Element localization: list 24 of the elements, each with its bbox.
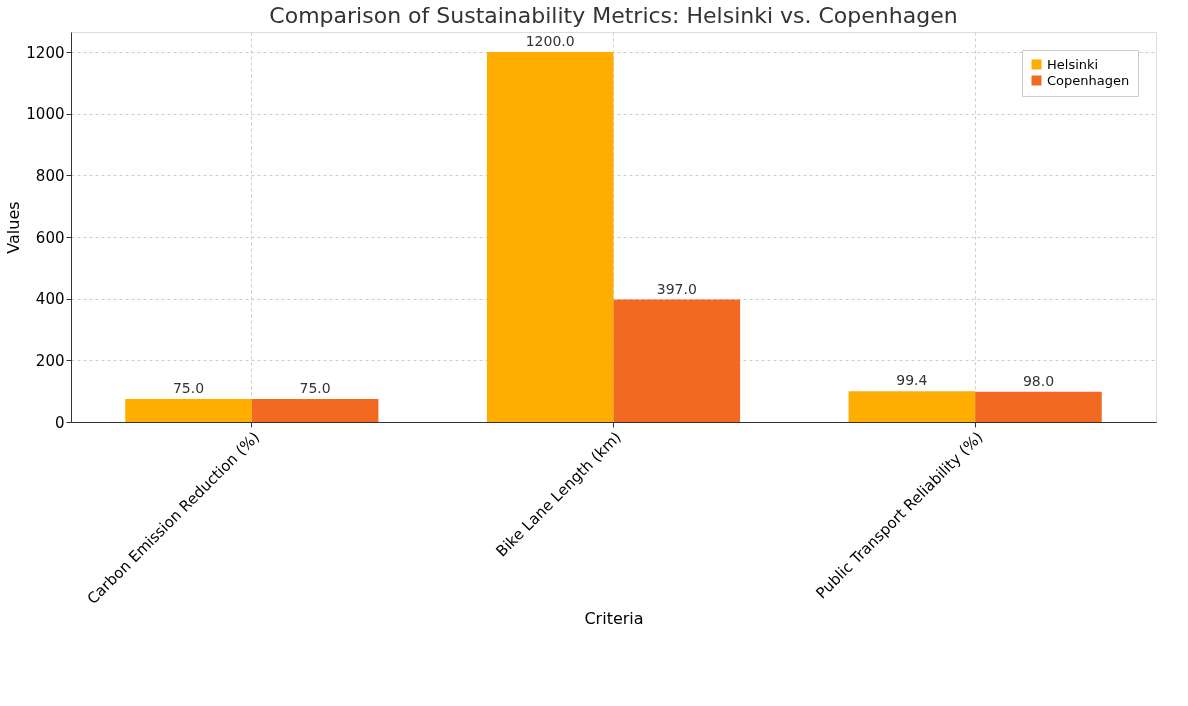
data-label: 98.0 bbox=[1022, 372, 1055, 389]
data-label: 99.4 bbox=[896, 372, 928, 389]
legend-label: Helsinki bbox=[1047, 56, 1099, 72]
bar bbox=[486, 52, 614, 422]
bar bbox=[848, 391, 976, 422]
data-label: 1200.0 bbox=[525, 33, 575, 50]
x-axis-title: Criteria bbox=[584, 609, 644, 628]
y-tick-label: 800 bbox=[35, 166, 65, 185]
y-tick-label: 600 bbox=[35, 228, 65, 247]
bar bbox=[125, 398, 252, 422]
data-label: 75.0 bbox=[299, 379, 331, 396]
chart-title: Comparison of Sustainability Metrics: Helsinki vs. Copenhagen bbox=[269, 3, 958, 28]
data-label: 75.0 bbox=[172, 379, 205, 396]
y-tick-label: 0 bbox=[54, 413, 65, 432]
y-tick-label: 1000 bbox=[26, 105, 65, 124]
y-tick-label: 400 bbox=[35, 290, 65, 309]
data-label: 397.0 bbox=[656, 280, 697, 297]
bar bbox=[975, 391, 1102, 422]
y-tick-label: 1200 bbox=[26, 43, 65, 62]
y-axis-title: Values bbox=[4, 201, 24, 254]
legend-label: Copenhagen bbox=[1047, 72, 1130, 88]
y-tick-label: 200 bbox=[35, 351, 65, 370]
bar bbox=[251, 398, 379, 422]
bar bbox=[613, 299, 741, 422]
